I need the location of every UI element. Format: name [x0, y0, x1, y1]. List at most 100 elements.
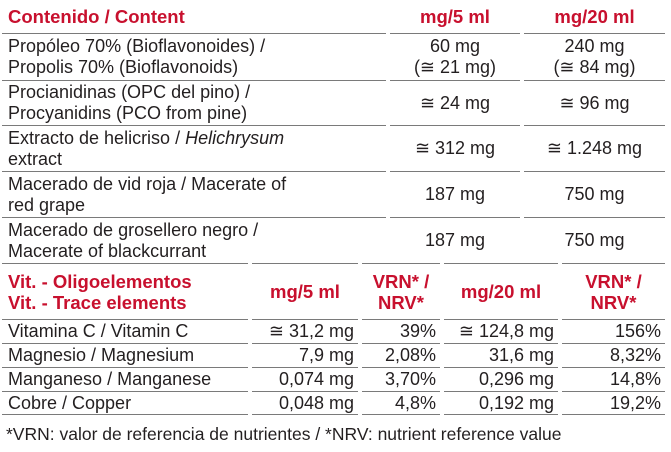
text-line: Propolis 70% (Bioflavonoids): [8, 57, 239, 77]
ingredient-cell: Propóleo 70% (Bioflavonoides) / Propolis …: [2, 33, 386, 80]
text-line: 14,8%: [609, 369, 661, 389]
text-segment: Extracto de helicriso /: [8, 127, 186, 148]
text-line: Macerado de vid roja / Macerate of: [8, 173, 287, 194]
nutrient-cell: Cobre / Copper: [2, 391, 248, 415]
text-line: 3,70%: [384, 369, 436, 389]
header-cell: VRN* / NRV*: [362, 263, 440, 319]
text-line: VRN* /: [372, 270, 430, 292]
value-cell: 19,2%: [562, 391, 665, 415]
value-cell: ≅ 1.248 mg: [524, 125, 665, 171]
text-line: 8,32%: [609, 345, 661, 365]
text-line: Propóleo 70% (Bioflavonoides) /: [8, 36, 266, 56]
text-line: 750 mg: [564, 230, 625, 250]
text-line: red grape: [8, 194, 86, 215]
text-line: NRV*: [378, 291, 424, 313]
nutrient-cell: Manganeso / Manganese: [2, 367, 248, 391]
text-line: Macerado de grosellero negro /: [8, 219, 259, 240]
value-cell: 0,074 mg: [252, 367, 358, 391]
value-cell: 4,8%: [362, 391, 440, 415]
text-line: NRV*: [590, 291, 637, 313]
text-line: mg/5 ml: [270, 281, 340, 302]
value-cell: 187 mg: [390, 217, 520, 263]
ingredient-cell: Macerado de vid roja / Macerate of red gr…: [2, 171, 386, 217]
text-line: 0,192 mg: [478, 392, 554, 413]
footnote: *VRN: valor de referencia de nutrientes …: [6, 424, 562, 444]
text-line: 7,9 mg: [298, 345, 354, 365]
text-line: Procyanidins (PCO from pine): [8, 103, 248, 123]
value-cell: ≅ 24 mg: [390, 80, 520, 125]
value-cell: 156%: [562, 319, 665, 343]
text-line: Contenido / Content: [8, 6, 185, 27]
text-line: 60 mg: [429, 36, 481, 56]
text-line: Vit. - Oligoelementos: [8, 270, 192, 292]
header-cell: Contenido / Content: [2, 0, 386, 33]
value-cell: 750 mg: [524, 171, 665, 217]
value-cell: 39%: [362, 319, 440, 343]
value-cell: 8,32%: [562, 343, 665, 367]
text-line: 0,048 mg: [278, 392, 354, 413]
text-line: VRN* /: [585, 270, 642, 292]
text-line: (≅ 84 mg): [553, 57, 636, 77]
text-line: ≅ 24 mg: [419, 92, 491, 113]
nutrient-cell: Vitamina C / Vitamin C: [2, 319, 248, 343]
value-cell: 240 mg (≅ 84 mg): [524, 33, 665, 80]
text-line: 0,074 mg: [278, 369, 354, 389]
ingredient-cell: Extracto de helicriso / Helichrysum extra…: [2, 125, 386, 171]
text-line: Macerate of blackcurrant: [8, 240, 207, 261]
text-line: 187 mg: [424, 184, 486, 204]
text-segment: Helichrysum: [185, 127, 285, 148]
value-cell: 0,048 mg: [252, 391, 358, 415]
value-cell: 31,6 mg: [444, 343, 558, 367]
ingredient-cell: Macerado de grosellero negro / Macerate o…: [2, 217, 386, 263]
value-cell: 2,08%: [362, 343, 440, 367]
text-line: 2,08%: [384, 345, 436, 365]
value-cell: 14,8%: [562, 367, 665, 391]
text-line: mg/20 ml: [554, 6, 635, 27]
header-cell: mg/5 ml: [390, 0, 520, 33]
header-cell: Vit. - Oligoelementos Vit. - Trace elemen…: [2, 263, 248, 319]
text-line: 0,296 mg: [478, 369, 554, 389]
text-line: (≅ 21 mg): [413, 57, 497, 77]
text-line: Extracto de helicriso / Helichrysum: [8, 128, 284, 149]
text-line: Cobre / Copper: [8, 392, 132, 413]
text-line: 156%: [614, 321, 661, 341]
text-line: ≅ 124,8 mg: [458, 321, 554, 341]
value-cell: ≅ 31,2 mg: [252, 319, 358, 343]
value-cell: ≅ 312 mg: [390, 125, 520, 171]
text-line: 31,6 mg: [488, 345, 554, 365]
text-line: 750 mg: [564, 184, 625, 204]
text-line: mg/20 ml: [460, 281, 542, 302]
value-cell: 187 mg: [390, 171, 520, 217]
text-line: Vit. - Trace elements: [8, 291, 187, 313]
nutrient-cell: Magnesio / Magnesium: [2, 343, 248, 367]
text-line: ≅ 312 mg: [414, 138, 496, 158]
value-cell: 3,70%: [362, 367, 440, 391]
text-line: 4,8%: [394, 392, 436, 413]
value-cell: 0,296 mg: [444, 367, 558, 391]
value-cell: ≅ 124,8 mg: [444, 319, 558, 343]
text-line: extract: [8, 148, 63, 169]
text-line: Vitamina C / Vitamin C: [8, 321, 189, 341]
text-line: Manganeso / Manganese: [8, 369, 212, 389]
text-line: ≅ 31,2 mg: [268, 321, 354, 341]
ingredient-cell: Procianidinas (OPC del pino) / Procyanidi…: [2, 80, 386, 125]
value-cell: 0,192 mg: [444, 391, 558, 415]
text-line: 187 mg: [424, 230, 486, 250]
text-line: Magnesio / Magnesium: [8, 345, 195, 365]
text-line: ≅ 96 mg: [559, 92, 630, 113]
header-cell: mg/20 ml: [524, 0, 665, 33]
value-cell: 60 mg (≅ 21 mg): [390, 33, 520, 80]
value-cell: 750 mg: [524, 217, 665, 263]
text-line: 240 mg: [564, 36, 625, 56]
text-line: mg/5 ml: [420, 6, 490, 27]
text-line: ≅ 1.248 mg: [546, 138, 643, 158]
header-cell: mg/20 ml: [444, 263, 558, 319]
header-cell: mg/5 ml: [252, 263, 358, 319]
text-line: Procianidinas (OPC del pino) /: [8, 82, 251, 102]
value-cell: ≅ 96 mg: [524, 80, 665, 125]
text-line: 19,2%: [609, 392, 661, 413]
text-line: 39%: [399, 321, 436, 341]
value-cell: 7,9 mg: [252, 343, 358, 367]
header-cell: VRN* / NRV*: [562, 263, 665, 319]
